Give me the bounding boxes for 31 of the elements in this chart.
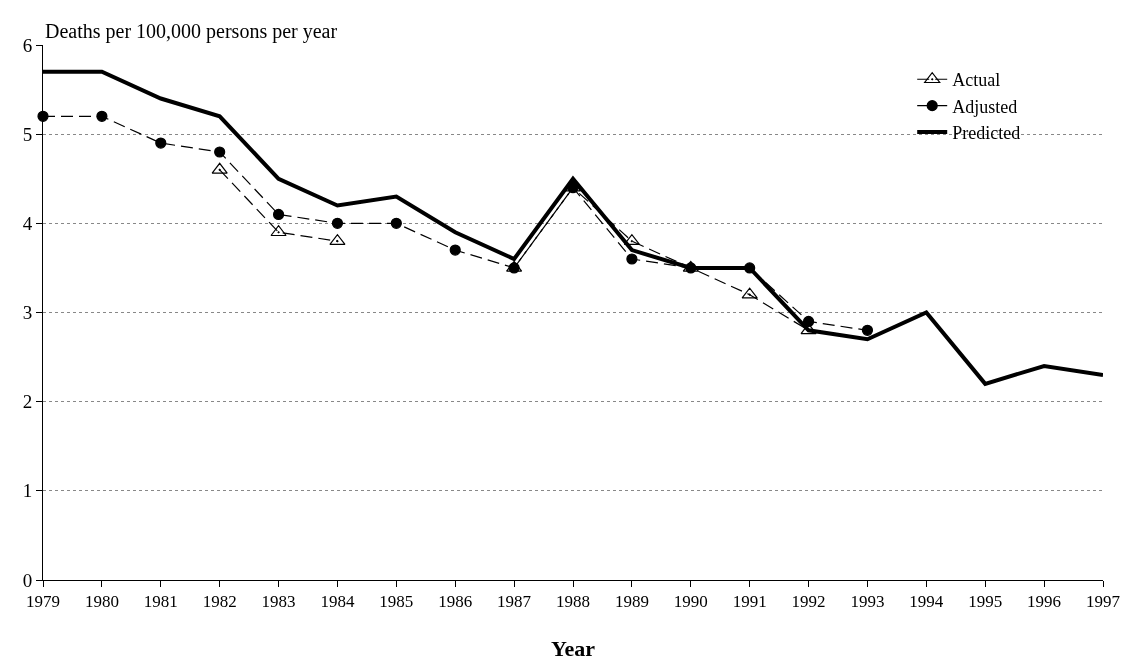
x-tick-label: 1994 bbox=[909, 592, 944, 612]
x-tick-label: 1980 bbox=[84, 592, 119, 612]
y-tick-label: 4 bbox=[22, 212, 33, 234]
legend-label: Adjusted bbox=[952, 96, 1018, 117]
x-tick-label: 1982 bbox=[202, 592, 237, 612]
x-tick-label: 1981 bbox=[143, 592, 178, 612]
x-tick-label: 1991 bbox=[732, 592, 767, 612]
x-tick-label: 1989 bbox=[614, 592, 649, 612]
y-tick-label: 3 bbox=[22, 302, 33, 324]
y-tick-label: 6 bbox=[22, 34, 33, 56]
x-tick-label: 1992 bbox=[791, 592, 826, 612]
x-tick-label: 1993 bbox=[850, 592, 885, 612]
x-tick-label: 1983 bbox=[261, 592, 296, 612]
x-tick-label: 1996 bbox=[1027, 592, 1062, 612]
y-tick-label: 0 bbox=[22, 569, 33, 591]
x-tick-label: 1979 bbox=[26, 592, 60, 612]
x-axis-title: Year bbox=[551, 636, 596, 662]
y-tick-label: 5 bbox=[22, 123, 33, 145]
y-axis-title: Deaths per 100,000 persons per year bbox=[45, 20, 338, 43]
x-tick-label: 1995 bbox=[968, 592, 1003, 612]
x-tick-label: 1987 bbox=[497, 592, 532, 612]
y-tick-label: 2 bbox=[22, 391, 33, 413]
y-tick-label: 1 bbox=[22, 480, 33, 502]
x-tick-label: 1984 bbox=[320, 592, 355, 612]
legend-label: Actual bbox=[952, 70, 1001, 91]
legend-label: Predicted bbox=[952, 123, 1021, 144]
x-tick-label: 1986 bbox=[438, 592, 473, 612]
x-tick-label: 1985 bbox=[379, 592, 414, 612]
x-tick-label: 1988 bbox=[556, 592, 590, 612]
x-tick-label: 1990 bbox=[673, 592, 708, 612]
x-tick-label: 1997 bbox=[1086, 592, 1121, 612]
